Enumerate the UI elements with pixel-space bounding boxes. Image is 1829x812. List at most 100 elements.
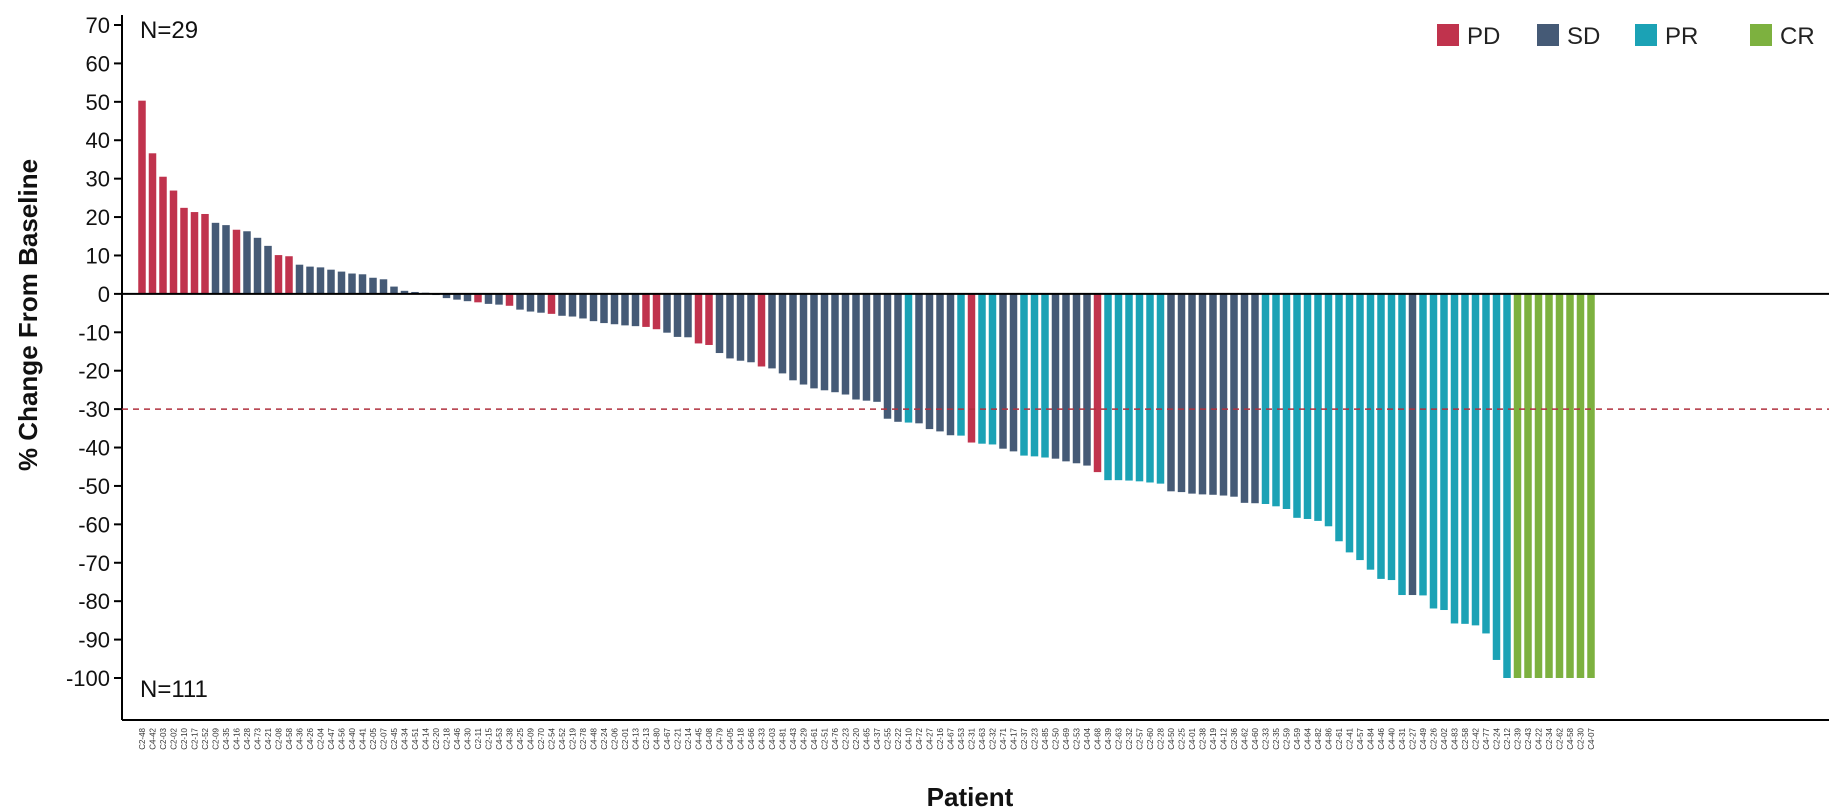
x-tick-label: C4-62 [1241, 727, 1250, 749]
x-tick-label: C4-26 [306, 727, 315, 749]
x-tick-label: C2-13 [642, 727, 651, 749]
bar [978, 293, 986, 444]
bar [337, 271, 346, 294]
y-tick-label: 60 [86, 51, 110, 76]
x-tick-label: C4-45 [695, 727, 704, 749]
x-tick-label: C2-20 [432, 727, 441, 749]
x-tick-label: C4-39 [1104, 727, 1113, 749]
bar [1377, 293, 1385, 579]
bar [495, 293, 503, 305]
bar [169, 190, 178, 294]
legend: PD SD PR CR [1437, 23, 1815, 50]
bar [988, 293, 997, 445]
x-tick-label: C2-27 [1409, 727, 1418, 749]
bar [1408, 293, 1417, 596]
y-tick-label: -90 [78, 628, 110, 653]
x-tick-label: C2-14 [684, 727, 693, 749]
bar [1356, 293, 1364, 561]
x-tick-label: C2-17 [191, 727, 200, 749]
bar [180, 207, 188, 294]
x-tick-label: C2-48 [138, 727, 147, 749]
x-tick-label: C4-46 [453, 727, 462, 749]
bar [1482, 293, 1490, 634]
x-tick-label: C4-52 [558, 727, 567, 749]
bar [390, 286, 398, 294]
bar [1471, 293, 1480, 626]
bar [999, 293, 1007, 449]
y-axis: 70 60 50 40 30 20 10 0 -10 -20 -30 -40 -50 -60 -70 -80 -… [66, 13, 1829, 721]
bar [789, 293, 797, 381]
x-tick-label: C2-24 [600, 727, 609, 749]
x-tick-label: C2-15 [485, 727, 494, 749]
bar [148, 153, 157, 294]
x-tick-label: C4-48 [590, 727, 599, 749]
bar [1314, 293, 1322, 521]
bar [1009, 293, 1018, 452]
bar [516, 293, 524, 310]
bar [610, 293, 619, 325]
bar [1272, 293, 1280, 507]
x-tick-label: C4-79 [716, 727, 725, 749]
x-tick-label: C2-28 [1157, 727, 1166, 749]
bar [831, 293, 839, 393]
bar [1240, 293, 1249, 503]
legend-swatch-pr [1635, 24, 1657, 46]
bar [925, 293, 934, 430]
bar [369, 277, 377, 294]
x-tick-label: C2-12 [1503, 727, 1512, 749]
x-tick-label: C2-11 [474, 727, 483, 749]
x-tick-label: C4-69 [1062, 727, 1071, 749]
bar [600, 293, 608, 324]
legend-swatch-cr [1750, 24, 1772, 46]
bar [1209, 293, 1217, 495]
bar [1461, 293, 1469, 624]
x-tick-label: C4-05 [726, 727, 735, 749]
x-tick-label: C4-61 [810, 727, 819, 749]
bar [726, 293, 734, 359]
x-tick-label: C4-14 [422, 727, 431, 749]
bar [904, 293, 913, 423]
bar [967, 293, 976, 443]
x-tick-label: C4-84 [1367, 727, 1376, 749]
x-tick-label: C2-60 [1146, 727, 1155, 749]
x-tick-label: C2-34 [1545, 727, 1554, 749]
x-tick-label: C2-30 [1577, 727, 1586, 749]
bar [715, 293, 724, 354]
x-tick-label: C4-40 [1388, 727, 1397, 749]
bar [1545, 293, 1553, 678]
x-tick-label: C2-05 [369, 727, 378, 749]
bar [463, 293, 472, 302]
bar [1576, 293, 1585, 678]
x-tick-label: C4-51 [411, 727, 420, 749]
x-tick-label: C2-42 [1472, 727, 1481, 749]
bar [768, 293, 776, 369]
x-tick-label: C2-08 [275, 727, 284, 749]
bar [484, 293, 493, 304]
y-tick-label: -30 [78, 397, 110, 422]
bar [684, 293, 692, 338]
legend-swatch-pd [1437, 24, 1459, 46]
bar [1566, 293, 1574, 678]
x-tick-label: C2-41 [1346, 727, 1355, 749]
bar [579, 293, 587, 319]
bar [862, 293, 871, 401]
bar [1230, 293, 1238, 497]
bar [1398, 293, 1406, 596]
bar [873, 293, 881, 402]
bar [379, 279, 388, 294]
bar [946, 293, 955, 436]
x-tick-label: C2-26 [1430, 727, 1439, 749]
bar [1177, 293, 1186, 493]
y-tick-label: 70 [86, 13, 110, 38]
bar [757, 293, 766, 367]
bar [799, 293, 808, 385]
bar [1051, 293, 1060, 459]
x-tick-label: C4-25 [516, 727, 525, 749]
x-tick-label: C4-77 [1482, 727, 1491, 749]
bar [1104, 293, 1112, 481]
legend-label-pd: PD [1467, 23, 1500, 50]
x-tick-label: C2-09 [212, 727, 221, 749]
bar [1261, 293, 1270, 504]
y-tick-label: -80 [78, 589, 110, 614]
